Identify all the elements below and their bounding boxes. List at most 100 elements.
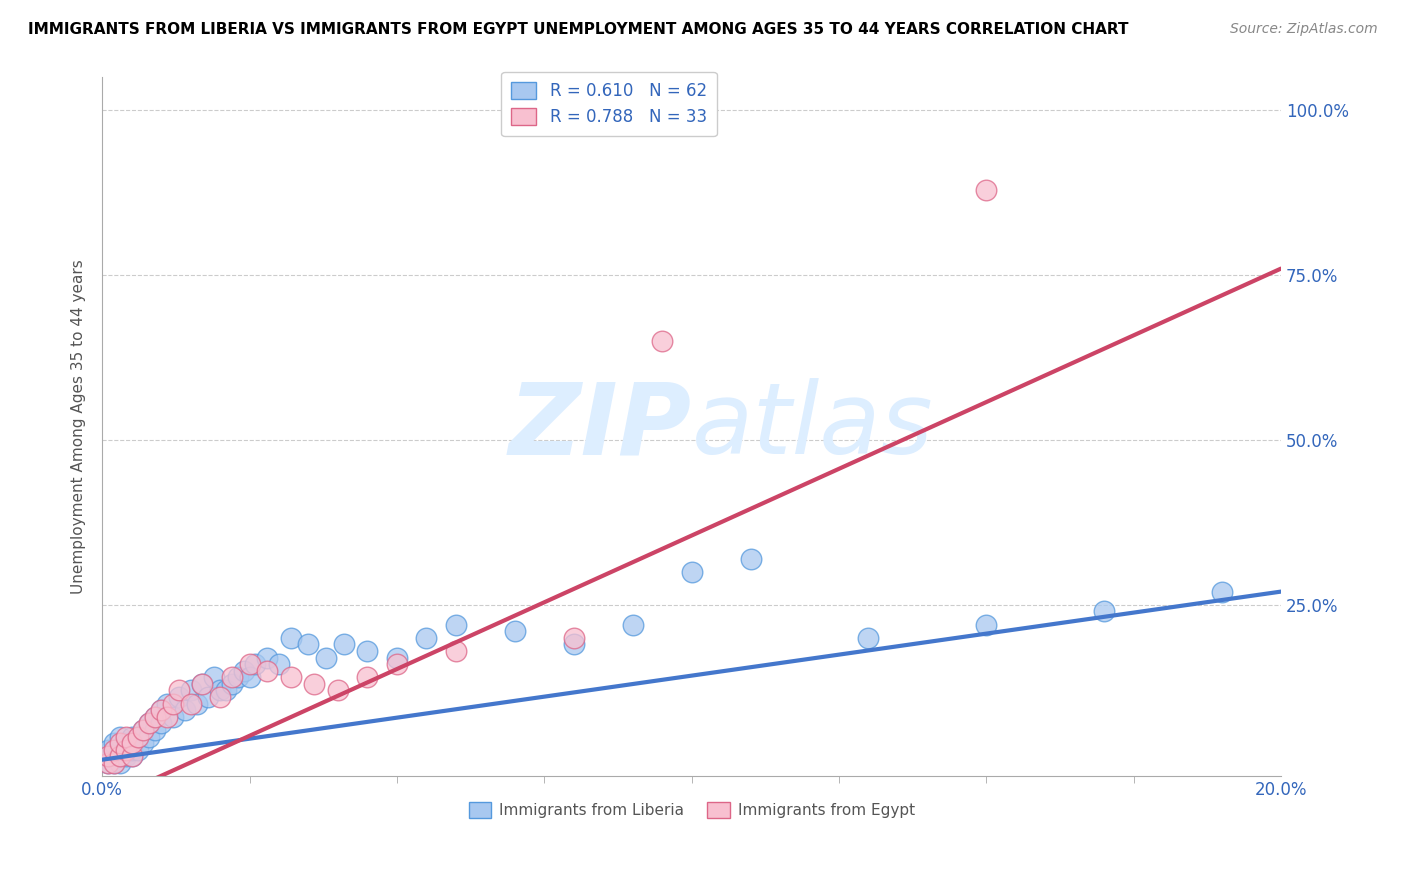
Point <box>621 617 644 632</box>
Point <box>103 756 125 770</box>
Text: Source: ZipAtlas.com: Source: ZipAtlas.com <box>1230 22 1378 37</box>
Point <box>132 736 155 750</box>
Point <box>108 749 131 764</box>
Point <box>132 723 155 737</box>
Point <box>138 730 160 744</box>
Point <box>209 683 232 698</box>
Point <box>226 670 249 684</box>
Point <box>304 677 326 691</box>
Point <box>191 677 214 691</box>
Point <box>280 631 302 645</box>
Point <box>444 644 467 658</box>
Point <box>150 703 173 717</box>
Point <box>180 697 202 711</box>
Point <box>202 670 225 684</box>
Point <box>326 683 349 698</box>
Point <box>256 664 278 678</box>
Point <box>132 723 155 737</box>
Point <box>121 749 143 764</box>
Point <box>562 631 585 645</box>
Point <box>121 749 143 764</box>
Point <box>356 670 378 684</box>
Point <box>108 743 131 757</box>
Point <box>97 743 120 757</box>
Point <box>245 657 267 672</box>
Point <box>297 637 319 651</box>
Point <box>150 703 173 717</box>
Point <box>108 730 131 744</box>
Point <box>114 736 136 750</box>
Point <box>232 664 254 678</box>
Point <box>103 756 125 770</box>
Point <box>162 710 184 724</box>
Point <box>162 697 184 711</box>
Point <box>167 683 190 698</box>
Point <box>503 624 526 639</box>
Point <box>974 182 997 196</box>
Point <box>138 716 160 731</box>
Point <box>356 644 378 658</box>
Point <box>191 677 214 691</box>
Point <box>186 697 208 711</box>
Point <box>103 749 125 764</box>
Point <box>167 690 190 704</box>
Point <box>114 743 136 757</box>
Point <box>156 710 179 724</box>
Point <box>315 650 337 665</box>
Point <box>103 743 125 757</box>
Point <box>121 730 143 744</box>
Point <box>108 736 131 750</box>
Point <box>97 756 120 770</box>
Point <box>108 749 131 764</box>
Text: atlas: atlas <box>692 378 934 475</box>
Point <box>415 631 437 645</box>
Text: IMMIGRANTS FROM LIBERIA VS IMMIGRANTS FROM EGYPT UNEMPLOYMENT AMONG AGES 35 TO 4: IMMIGRANTS FROM LIBERIA VS IMMIGRANTS FR… <box>28 22 1129 37</box>
Point <box>385 650 408 665</box>
Point <box>143 723 166 737</box>
Y-axis label: Unemployment Among Ages 35 to 44 years: Unemployment Among Ages 35 to 44 years <box>72 260 86 594</box>
Point <box>974 617 997 632</box>
Point <box>97 749 120 764</box>
Point <box>209 690 232 704</box>
Point <box>156 697 179 711</box>
Point <box>180 683 202 698</box>
Point <box>127 743 149 757</box>
Point <box>1211 584 1233 599</box>
Point <box>143 710 166 724</box>
Point <box>238 670 260 684</box>
Point <box>97 756 120 770</box>
Point <box>138 716 160 731</box>
Point <box>121 743 143 757</box>
Point <box>150 716 173 731</box>
Point <box>197 690 219 704</box>
Text: ZIP: ZIP <box>509 378 692 475</box>
Point <box>143 710 166 724</box>
Point <box>215 683 238 698</box>
Point <box>121 736 143 750</box>
Point <box>114 749 136 764</box>
Point <box>740 551 762 566</box>
Point <box>103 736 125 750</box>
Point <box>385 657 408 672</box>
Point <box>97 749 120 764</box>
Point <box>681 565 703 579</box>
Point <box>238 657 260 672</box>
Point <box>444 617 467 632</box>
Point <box>256 650 278 665</box>
Legend: Immigrants from Liberia, Immigrants from Egypt: Immigrants from Liberia, Immigrants from… <box>463 797 921 824</box>
Point <box>267 657 290 672</box>
Point <box>114 743 136 757</box>
Point <box>333 637 356 651</box>
Point <box>562 637 585 651</box>
Point <box>103 743 125 757</box>
Point <box>651 334 673 348</box>
Point <box>127 730 149 744</box>
Point <box>173 703 195 717</box>
Point <box>1092 604 1115 618</box>
Point <box>221 670 243 684</box>
Point <box>127 730 149 744</box>
Point <box>280 670 302 684</box>
Point <box>114 730 136 744</box>
Point <box>221 677 243 691</box>
Point <box>858 631 880 645</box>
